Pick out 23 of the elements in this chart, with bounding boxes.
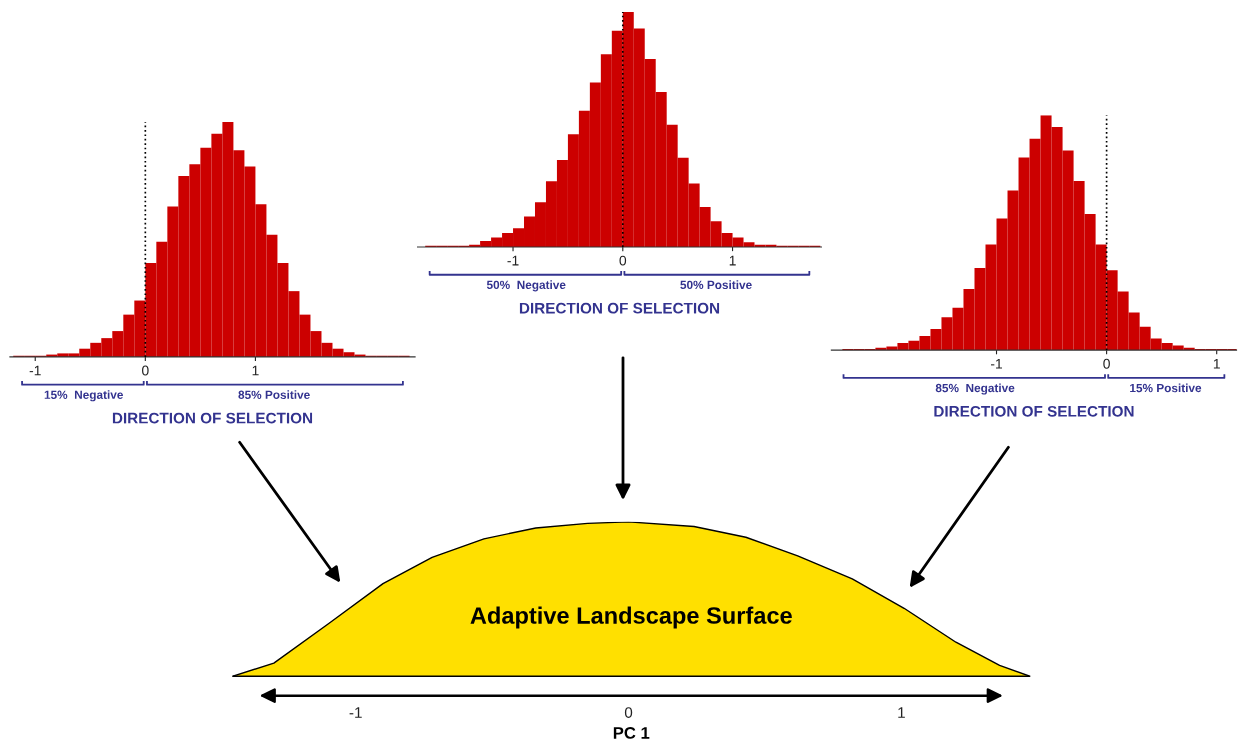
- text: 85% Positive: [238, 390, 310, 399]
- x-tick-label: -1: [990, 358, 1003, 369]
- text: 85% Negative: [935, 383, 1015, 395]
- x-tick-label: 0: [142, 365, 149, 376]
- x-tick-label: -1: [507, 255, 519, 266]
- x-tick-label: -1: [29, 365, 41, 376]
- annotation: Adaptive Landscape Surface: [470, 606, 792, 629]
- x-tick-label: -1: [349, 707, 362, 718]
- x-tick-label: 0: [619, 255, 627, 266]
- x-tick-label: 1: [729, 255, 736, 266]
- text: 15% Positive: [1130, 383, 1202, 393]
- text: 50% Positive: [680, 280, 752, 290]
- text: DIRECTION OF SELECTION: [519, 302, 720, 314]
- x-tick-label: 0: [1103, 358, 1110, 369]
- x-tick-label: 1: [252, 365, 259, 376]
- x-tick-label: 1: [1213, 358, 1220, 369]
- text: DIRECTION OF SELECTION: [112, 412, 313, 424]
- x-tick-label: 0: [624, 707, 633, 718]
- text: DIRECTION OF SELECTION: [934, 405, 1134, 417]
- text: 15% Negative: [44, 390, 123, 402]
- text: 50% Negative: [486, 280, 566, 292]
- x-axis-title: PC 1: [613, 726, 650, 739]
- x-tick-label: 1: [898, 707, 905, 718]
